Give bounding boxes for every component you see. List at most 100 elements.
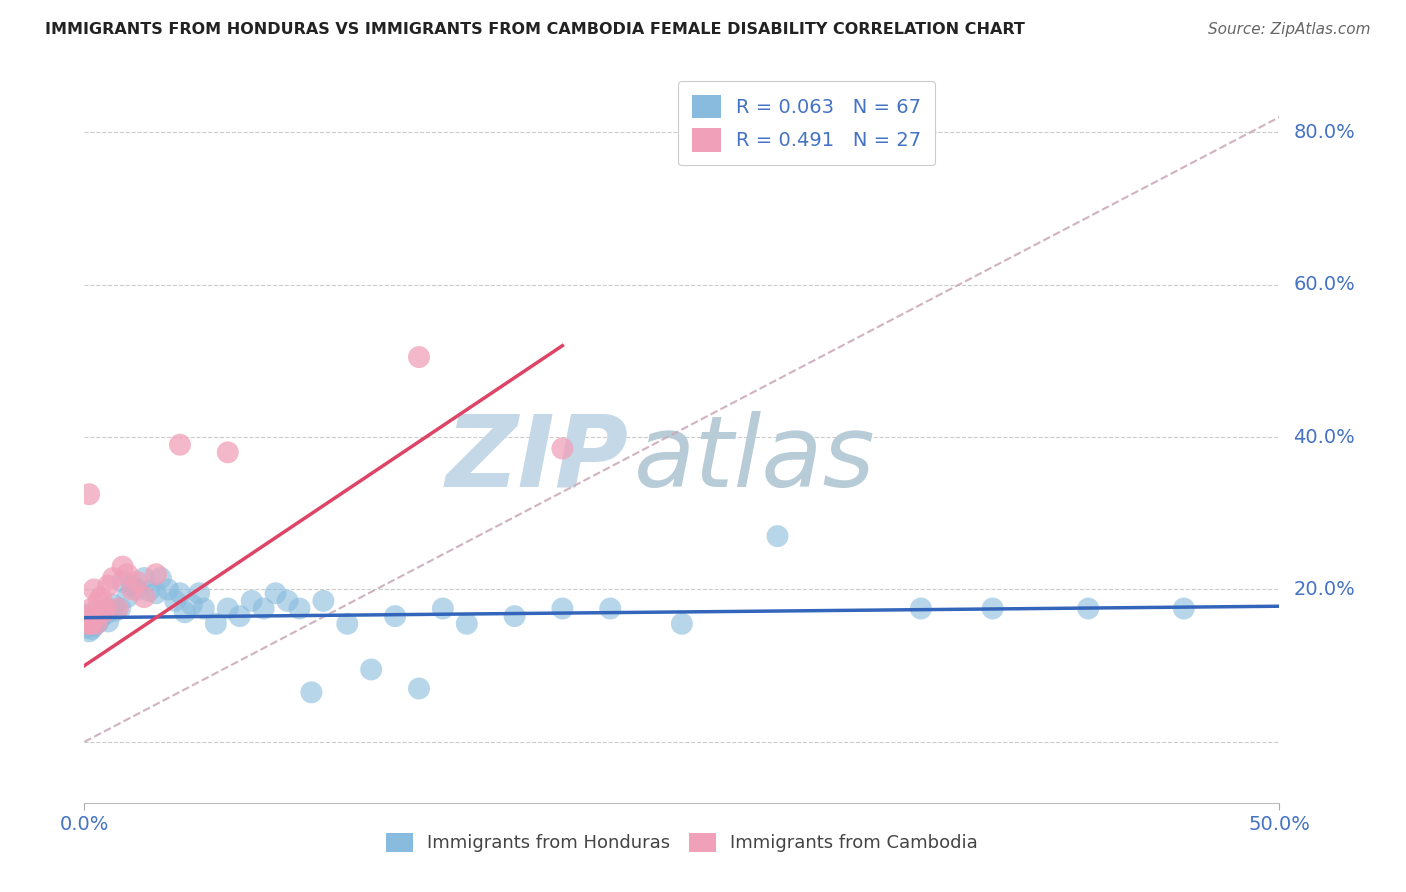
Point xyxy=(111,574,134,589)
Point xyxy=(264,586,287,600)
Point xyxy=(301,685,323,699)
Point xyxy=(910,601,932,615)
Point xyxy=(205,616,228,631)
Point xyxy=(132,571,156,585)
Point xyxy=(77,487,100,501)
Point xyxy=(77,611,100,625)
Point xyxy=(117,567,139,582)
Point xyxy=(97,579,120,593)
Point xyxy=(90,609,112,624)
Point xyxy=(101,598,124,612)
Point xyxy=(86,616,108,631)
Point xyxy=(288,601,311,615)
Point xyxy=(86,609,108,624)
Legend: Immigrants from Honduras, Immigrants from Cambodia: Immigrants from Honduras, Immigrants fro… xyxy=(378,826,986,860)
Point xyxy=(86,616,108,631)
Point xyxy=(87,611,110,625)
Point xyxy=(408,681,430,696)
Point xyxy=(80,616,103,631)
Text: ZIP: ZIP xyxy=(446,410,628,508)
Point xyxy=(181,598,204,612)
Point xyxy=(90,590,112,604)
Text: atlas: atlas xyxy=(634,410,876,508)
Point xyxy=(94,607,117,621)
Point xyxy=(149,571,172,585)
Point xyxy=(97,615,120,629)
Point xyxy=(766,529,789,543)
Point xyxy=(111,559,134,574)
Point xyxy=(217,445,239,459)
Point xyxy=(312,594,335,608)
Point xyxy=(125,582,148,597)
Point xyxy=(110,601,132,615)
Text: 20.0%: 20.0% xyxy=(1294,580,1355,599)
Point xyxy=(87,594,110,608)
Point xyxy=(217,601,239,615)
Text: 40.0%: 40.0% xyxy=(1294,427,1355,447)
Point xyxy=(1173,601,1195,615)
Point xyxy=(229,609,252,624)
Text: 80.0%: 80.0% xyxy=(1294,123,1355,142)
Point xyxy=(121,579,143,593)
Point xyxy=(87,615,110,629)
Point xyxy=(97,601,120,615)
Point xyxy=(165,594,187,608)
Point xyxy=(77,616,100,631)
Point xyxy=(169,438,191,452)
Point xyxy=(277,594,299,608)
Point xyxy=(503,609,526,624)
Point xyxy=(83,615,105,629)
Point xyxy=(240,594,263,608)
Point xyxy=(83,609,105,624)
Point xyxy=(76,609,98,624)
Point xyxy=(107,601,129,615)
Point xyxy=(76,621,98,635)
Point xyxy=(336,616,359,631)
Point xyxy=(173,605,195,619)
Point xyxy=(125,574,148,589)
Point xyxy=(599,601,621,615)
Point xyxy=(80,611,103,625)
Point xyxy=(101,571,124,585)
Point xyxy=(132,590,156,604)
Point xyxy=(86,613,108,627)
Point xyxy=(456,616,478,631)
Point xyxy=(121,582,143,597)
Point xyxy=(77,607,100,621)
Point xyxy=(83,619,105,633)
Point xyxy=(86,609,108,624)
Point xyxy=(138,584,160,599)
Point xyxy=(80,622,103,636)
Point xyxy=(76,616,98,631)
Point xyxy=(188,586,211,600)
Point xyxy=(384,609,406,624)
Text: 60.0%: 60.0% xyxy=(1294,276,1355,294)
Point xyxy=(671,616,693,631)
Point xyxy=(77,624,100,639)
Point xyxy=(77,615,100,629)
Point xyxy=(157,582,180,597)
Point xyxy=(432,601,454,615)
Text: Source: ZipAtlas.com: Source: ZipAtlas.com xyxy=(1208,22,1371,37)
Point xyxy=(80,601,103,615)
Point xyxy=(104,604,127,618)
Point xyxy=(169,586,191,600)
Point xyxy=(93,605,115,619)
Point xyxy=(1077,601,1099,615)
Point xyxy=(408,350,430,364)
Point xyxy=(83,582,105,597)
Text: IMMIGRANTS FROM HONDURAS VS IMMIGRANTS FROM CAMBODIA FEMALE DISABILITY CORRELATI: IMMIGRANTS FROM HONDURAS VS IMMIGRANTS F… xyxy=(45,22,1025,37)
Point xyxy=(551,601,574,615)
Point xyxy=(551,442,574,456)
Point xyxy=(76,613,98,627)
Point xyxy=(117,590,139,604)
Point xyxy=(981,601,1004,615)
Point xyxy=(80,616,103,631)
Point xyxy=(76,609,98,624)
Point xyxy=(145,567,167,582)
Point xyxy=(93,605,115,619)
Point xyxy=(253,601,276,615)
Point xyxy=(145,586,167,600)
Point xyxy=(76,616,98,631)
Point xyxy=(360,663,382,677)
